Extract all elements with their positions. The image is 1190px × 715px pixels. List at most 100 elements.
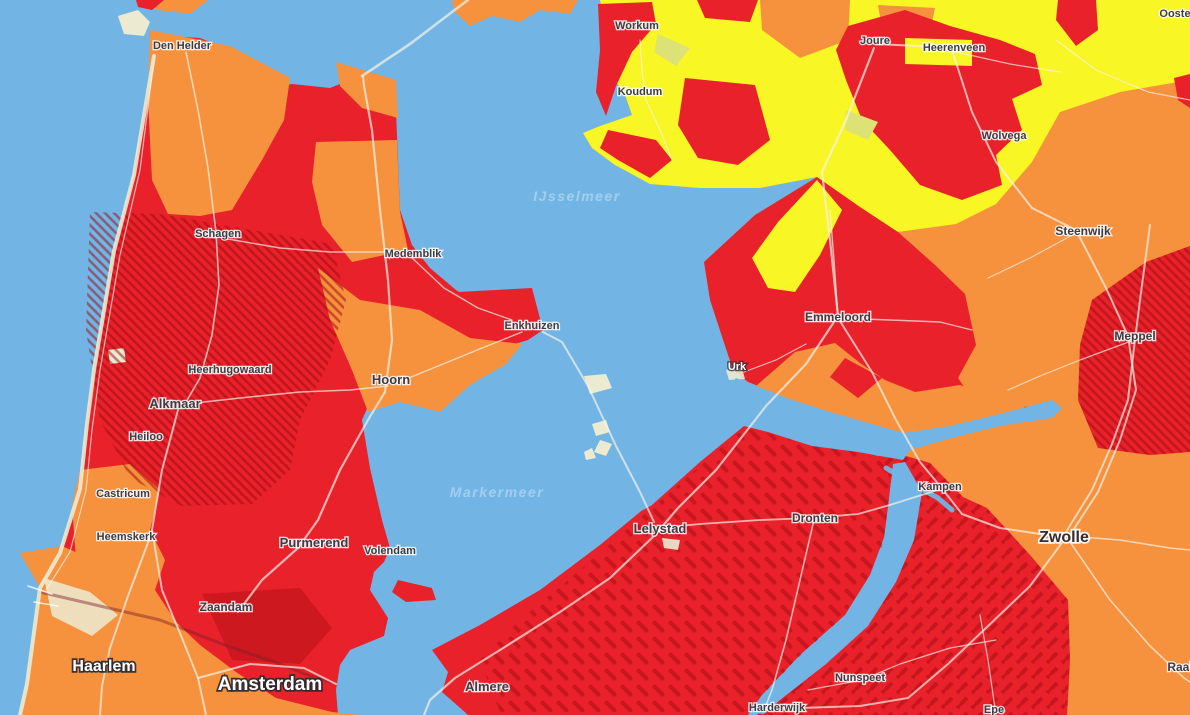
sand-marker-wadden-3 <box>584 448 596 460</box>
road-joure-heerenveen <box>875 43 953 51</box>
city-label-volendam: Volendam <box>364 545 416 557</box>
city-label-amsterdam: Amsterdam <box>218 674 323 695</box>
city-label-raal: Raal <box>1167 660 1190 674</box>
zone-olive-b <box>845 110 878 140</box>
road-a32 <box>951 49 1137 533</box>
road-medemblik-enkhuizen <box>409 255 513 321</box>
zone-den-helder-orange <box>148 30 290 216</box>
city-label-enkhuizen: Enkhuizen <box>504 320 559 332</box>
road-emmeloord-north <box>829 209 839 319</box>
zone-schokland-red <box>830 358 882 398</box>
road-oosterwolde <box>1055 39 1190 101</box>
road-schagen-medemblik <box>221 237 407 253</box>
road-afsluitdijk <box>360 0 470 78</box>
city-label-ooste: Ooste <box>1159 8 1190 20</box>
city-label-dronten: Dronten <box>792 511 838 525</box>
zone-westfriesland-orange <box>318 268 522 412</box>
road-meppel-zwartsluis <box>1007 339 1135 391</box>
city-label-epe: Epe <box>984 704 1004 715</box>
city-label-alkmaar: Alkmaar <box>149 396 200 411</box>
pier-ijmuiden-north <box>27 585 53 595</box>
city-label-almere: Almere <box>465 679 509 694</box>
city-label-purmerend: Purmerend <box>280 535 349 550</box>
sand-lelystad-haven <box>662 538 680 550</box>
beach-strip <box>18 54 156 715</box>
sand-urk-point <box>726 368 745 380</box>
road-epe <box>979 614 997 715</box>
city-label-harderwijk: Harderwijk <box>749 702 806 714</box>
sand-ijmuiden <box>44 578 118 636</box>
road-hoorn-enkhuizen <box>393 331 523 385</box>
zone-top-center-red <box>697 0 758 22</box>
hatch-flevoland <box>480 428 890 712</box>
city-label-lelystad: Lelystad <box>634 521 687 536</box>
zone-top-orange-a <box>760 0 850 58</box>
road-lelystad-dronten <box>657 489 939 529</box>
zone-nop-orange-band <box>756 343 1040 437</box>
zone-nop-yellow-wedge <box>752 180 842 292</box>
water-ijssel-river <box>883 465 955 513</box>
city-label-koudum: Koudum <box>618 86 663 98</box>
city-label-medemblik: Medemblik <box>385 248 443 260</box>
pier-ijmuiden-south <box>33 601 59 607</box>
city-label-emmeloord: Emmeloord <box>805 310 871 324</box>
road-urk <box>743 343 807 373</box>
city-label-heemskerk: Heemskerk <box>97 531 157 543</box>
water-dronter-veluwemeer <box>748 462 922 714</box>
zone-olive-a <box>654 34 690 66</box>
road-steenwijk-west <box>987 231 1079 279</box>
road-n50 <box>837 317 1065 539</box>
water-label-ijsselmeer: IJsselmeer <box>533 188 620 204</box>
zone-workum-red <box>596 2 656 116</box>
city-label-nunspeet: Nunspeet <box>835 672 885 684</box>
island-noorderhaaks <box>118 10 150 36</box>
zone-friesland-coast-red <box>600 130 672 178</box>
zone-wieringen-orange <box>336 62 398 118</box>
city-label-castricum: Castricum <box>96 488 150 500</box>
road-a7 <box>236 74 394 614</box>
road-alkmaar-hoorn <box>185 385 389 405</box>
road-koudum <box>639 39 673 161</box>
city-label-hoorn: Hoorn <box>372 372 410 387</box>
zone-gaasterland-red <box>678 78 770 165</box>
city-label-urk: Urk <box>728 361 747 373</box>
water-ketelmeer-zwartemeer <box>628 378 1062 514</box>
city-label-schagen: Schagen <box>195 228 241 240</box>
wadden-overlay-patch <box>452 0 578 26</box>
road-nunspeet <box>807 639 997 691</box>
road-a28-north <box>1065 224 1151 533</box>
zone-medemblik-red-band <box>420 288 543 342</box>
canal-noordzeekanaal <box>38 590 332 684</box>
city-label-heerenveen: Heerenveen <box>923 42 986 54</box>
road-coastal <box>45 59 155 591</box>
sand-marker-wadden-2 <box>594 440 612 456</box>
city-label-steenwijk: Steenwijk <box>1055 224 1111 238</box>
water-label-markermeer: Markermeer <box>450 484 544 500</box>
city-label-heerhugowaard: Heerhugowaard <box>188 364 271 376</box>
city-label-zwolle: Zwolle <box>1039 529 1089 546</box>
island-texel-tip-red <box>136 0 164 10</box>
road-a10-ring <box>197 663 337 685</box>
city-label-workum: Workum <box>615 20 659 32</box>
road-emmeloord-east <box>837 317 973 331</box>
hatch-north-holland <box>86 212 346 506</box>
road-dronten-harderwijk <box>763 519 815 711</box>
zone-top-right-red <box>1056 0 1098 46</box>
island-marken <box>392 580 436 602</box>
road-a6 <box>422 46 876 715</box>
zone-wieringermeer-orange <box>312 140 408 262</box>
city-label-wolvega: Wolvega <box>981 130 1027 142</box>
road-den-helder <box>185 51 220 403</box>
road-zwolle-raalte <box>1069 541 1190 683</box>
sand-de-kreupel <box>584 374 612 394</box>
city-label-haarlem: Haarlem <box>72 658 135 675</box>
road-houtribdijk <box>542 331 655 523</box>
road-zwolle-east <box>1067 535 1190 551</box>
city-label-den-helder: Den Helder <box>153 40 212 52</box>
city-label-zaandam: Zaandam <box>200 600 253 614</box>
zone-zaandam-dark-red <box>202 588 332 664</box>
road-a28-south <box>759 539 1065 711</box>
road-heerenveen-east <box>955 51 1061 73</box>
